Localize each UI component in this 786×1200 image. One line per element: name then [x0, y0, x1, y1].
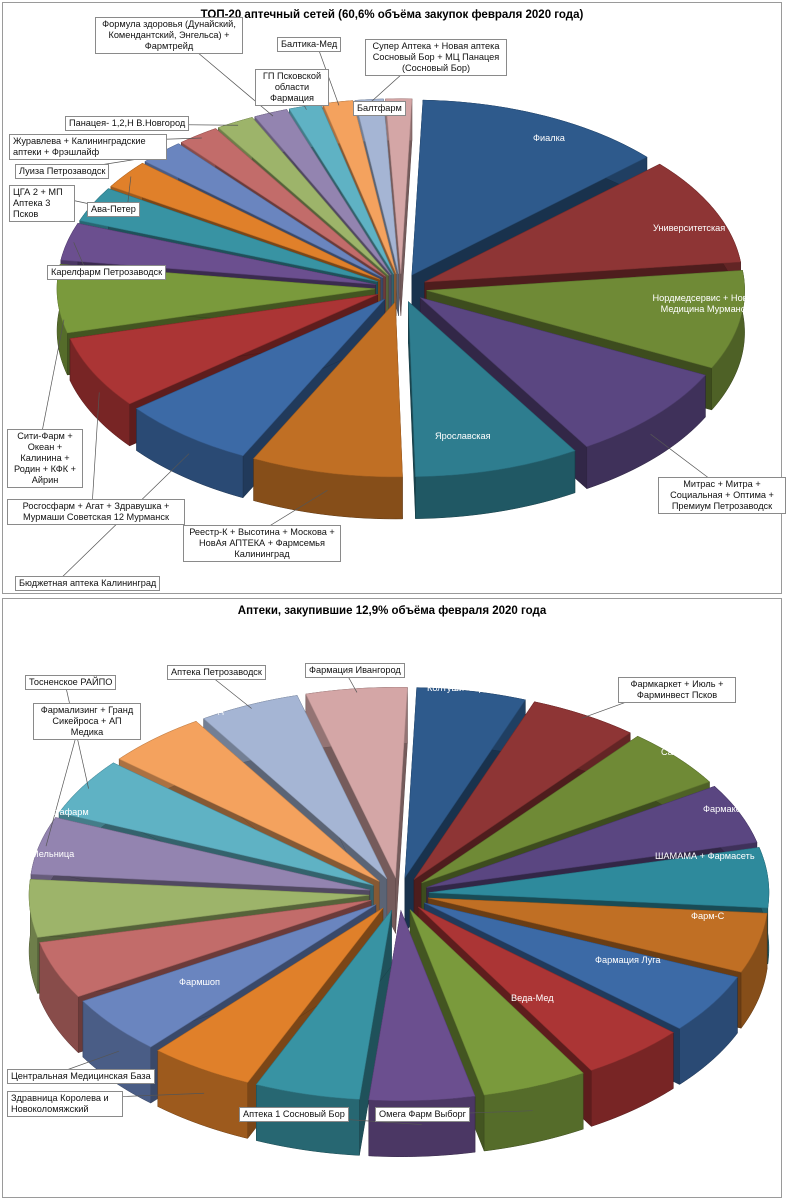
pie-slice-top: [69, 294, 378, 405]
pie-slice-label: Омега Фарм Выборг: [375, 1107, 471, 1122]
pie-slice-top: [404, 687, 526, 879]
pie-chart-small-pharmacies: [28, 670, 770, 1157]
label-leader-line: [650, 433, 719, 486]
pie-slice-top: [424, 902, 738, 1029]
pie-slice-top: [255, 910, 392, 1100]
chart-title: Аптеки, закупившие 12,9% объёма февраля …: [237, 605, 547, 617]
pie-slice-top: [413, 701, 631, 880]
pie-slice-label: Формула здоровья (Дунайский, Комендантск…: [95, 17, 243, 54]
pie-slice-top: [426, 786, 758, 888]
pie-slice-label: Митрас + Митра + Социальная + Оптима + П…: [658, 477, 786, 514]
pie-slice-top: [417, 906, 674, 1071]
pie-slice-label: Здравница Королева и Новоколомяжский: [7, 1091, 123, 1117]
pie-slice-label: Реестр-К + Высотина + Москова + НовАя АП…: [183, 525, 341, 562]
pie-slice-label: Фиалка: [533, 133, 565, 143]
pie-slice-top: [253, 301, 403, 478]
label-leader-line: [40, 319, 65, 438]
pie-slice-label: Ава-Петер: [87, 202, 140, 217]
pie-slice-top: [217, 117, 389, 276]
pie-slice-top: [408, 301, 576, 477]
pie-slice-top: [60, 223, 376, 285]
pie-slice-top: [58, 762, 374, 886]
pie-slice: [408, 301, 576, 519]
pie-slice-top: [82, 904, 377, 1048]
pie-slice-label: Веда-Мед: [511, 993, 554, 1003]
pie-slice-label: Тосненское РАЙПО: [25, 675, 117, 690]
pie-slice-top: [30, 817, 370, 891]
pie-slice-label: Фармация Ивангород: [305, 663, 405, 678]
pie-slice-top: [118, 720, 380, 882]
pie-slice-label: Фармшоп: [179, 977, 220, 987]
pie-slice-label: Журавлева + Калининградские аптеки + Фрэ…: [9, 134, 167, 160]
pie-slice-label: Олтафарм: [43, 807, 89, 817]
pie-slice-label: Центральная Медицинская База: [7, 1069, 155, 1084]
pie-slice-top: [428, 847, 770, 909]
pie-slice-top: [368, 909, 476, 1102]
pie-slice-label: Аптека Петрозаводск: [167, 665, 266, 680]
pie-slice-label: Нордмедсервис + Новая Медицина Мурманск: [652, 293, 758, 314]
pie-slice-label: Луиза Петрозаводск: [15, 164, 110, 179]
pie-slice-top: [420, 297, 706, 448]
pie-slice-top: [254, 109, 392, 275]
pie-slice-top: [180, 128, 386, 277]
pie-slice-top: [305, 687, 408, 879]
pie-slice-label: Аптека 1 Сосновый Бор: [239, 1107, 349, 1122]
pie-slice-label: ЦГА 2 + МП Аптека 3 Псков: [9, 185, 75, 222]
pie-slice-top: [385, 98, 413, 274]
pie-slice-top: [354, 98, 399, 274]
pie-slice-label: Колтуши Фарм: [427, 683, 491, 693]
pie-slice-label: Фармация Луга: [595, 955, 661, 965]
pie-slice-rim: [368, 1095, 476, 1157]
pie-slice-label: Сити-Фарм + Океан + Калинина + Родин + К…: [7, 429, 83, 488]
pie-slice-label: Балтика-Мед: [277, 37, 342, 52]
pie-slice-top: [411, 99, 648, 276]
pie-slice-label: Фармализинг + Гранд Сикейроса + АП Медик…: [33, 703, 141, 740]
pie-slice-top: [426, 270, 745, 369]
pie-slice-label: Бюджетная аптека Калининград: [15, 576, 161, 591]
pie-slice-top: [39, 899, 372, 998]
pie-slice-top: [409, 909, 584, 1096]
chart-panel-top20: ТОП-20 аптечный сетей (60,6% объёма заку…: [2, 2, 786, 594]
pie-slice-label: Росгосфарм + Агат + Здравушка + Мурмаши …: [7, 499, 185, 525]
pie-slice-label: Ярославская: [435, 431, 491, 441]
pie-slice-top: [135, 298, 385, 457]
pie-slice-label: Восход: [193, 705, 224, 715]
chart-panel-small-pharmacies: Аптеки, закупившие 12,9% объёма февраля …: [2, 598, 782, 1198]
pie-slice-top: [203, 695, 388, 879]
pie-slice: [253, 301, 403, 520]
pie-slice-label: ГП Псковской области Фармация: [255, 69, 329, 106]
pie-slice-label: Фармкаркет + Июль + Фарминвест Псков: [618, 677, 736, 703]
pie-slice-top: [28, 878, 370, 938]
pie-slice-label: Фармакея: [703, 804, 746, 814]
pie-slice-label: Панацея- 1,2,Н В.Новгород: [65, 116, 190, 131]
pie-slice-top: [421, 735, 710, 884]
pie-slice-top: [428, 897, 768, 973]
pie-slice-label: Савич: [661, 747, 688, 757]
pie-slice: [255, 909, 392, 1156]
pie-slice-label: Мельница: [31, 849, 75, 859]
pie-slice-label: Университетская: [653, 223, 726, 233]
pie-slice-top: [110, 162, 381, 280]
chart-title: ТОП-20 аптечный сетей (60,6% объёма заку…: [200, 9, 584, 21]
pie-slice-label: Фарм-С: [691, 911, 725, 921]
pie-slice-label: Карелфарм Петрозаводск: [47, 265, 167, 280]
pie-slice-label: Балтфарм: [353, 101, 406, 116]
pie-slice-label: Супер Аптека + Новая аптека Сосновый Бор…: [365, 39, 507, 76]
pie-chart-top20: [37, 24, 745, 585]
pie-slice-label: ШАМАМА + Фармасеть: [655, 851, 755, 861]
pie-slice-top: [424, 163, 741, 283]
label-leader-line: [91, 392, 100, 508]
pie-slice-top: [157, 907, 384, 1083]
